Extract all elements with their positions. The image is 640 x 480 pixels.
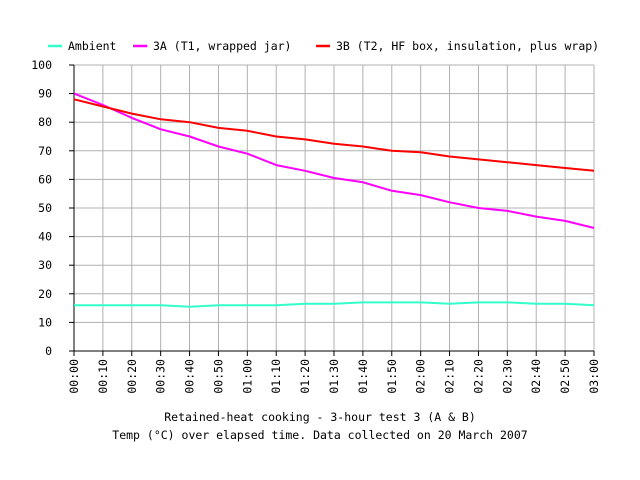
grid (74, 64, 595, 351)
x-tick-label: 00:50 (211, 359, 225, 394)
legend: Ambient 3A (T1, wrapped jar) 3B (T2, HF bo… (48, 39, 599, 53)
series-line-3 (73, 98, 595, 172)
y-tick-label: 20 (38, 287, 52, 301)
x-tick-label: 01:30 (327, 359, 341, 394)
x-tick-label: 01:00 (240, 359, 254, 394)
y-tick-label: 80 (38, 115, 52, 129)
y-tick-label: 100 (31, 58, 52, 72)
legend-label: 3A (T1, wrapped jar) (153, 39, 291, 53)
y-tick-label: 0 (45, 344, 52, 358)
x-tick-label: 03:00 (587, 359, 601, 394)
y-tick-label: 10 (38, 315, 52, 329)
x-tick-label: 02:20 (471, 359, 485, 394)
chart-title: Retained-heat cooking - 3-hour test 3 (A… (164, 410, 476, 424)
y-tick-label: 90 (38, 87, 52, 101)
y-tick-label: 50 (38, 201, 52, 215)
x-tick-label: 02:10 (443, 359, 457, 394)
x-tick-label: 01:20 (298, 359, 312, 394)
legend-label: 3B (T2, HF box, insulation, plus wrap) (336, 39, 599, 53)
x-tick-label: 00:10 (96, 359, 110, 394)
y-tick-label: 40 (38, 230, 52, 244)
x-tick-label: 02:30 (500, 359, 514, 394)
y-tick-label: 30 (38, 258, 52, 272)
series-line-1 (74, 301, 595, 308)
legend-label: Ambient (68, 39, 116, 53)
series-lines (73, 92, 595, 308)
x-tick-label: 02:50 (558, 359, 572, 394)
x-tick-label: 00:40 (183, 359, 197, 394)
x-tick-label: 00:00 (67, 359, 81, 394)
series-line-2 (73, 92, 595, 229)
chart-subtitle: Temp (°C) over elapsed time. Data collec… (112, 428, 528, 442)
x-tick-label: 02:40 (529, 359, 543, 394)
x-tick-label: 01:50 (385, 359, 399, 394)
x-tick-label: 00:20 (125, 359, 139, 394)
x-axis-ticks: 00:00 00:10 00:20 00:30 00:40 00:50 01:00 01:10… (67, 351, 601, 394)
x-tick-label: 00:30 (154, 359, 168, 394)
y-tick-label: 70 (38, 144, 52, 158)
y-axis-ticks: 0 10 20 30 40 50 60 70 80 90 100 (31, 58, 74, 358)
x-tick-label: 02:00 (414, 359, 428, 394)
y-tick-label: 60 (38, 172, 52, 186)
x-tick-label: 01:10 (269, 359, 283, 394)
x-tick-label: 01:40 (356, 359, 370, 394)
